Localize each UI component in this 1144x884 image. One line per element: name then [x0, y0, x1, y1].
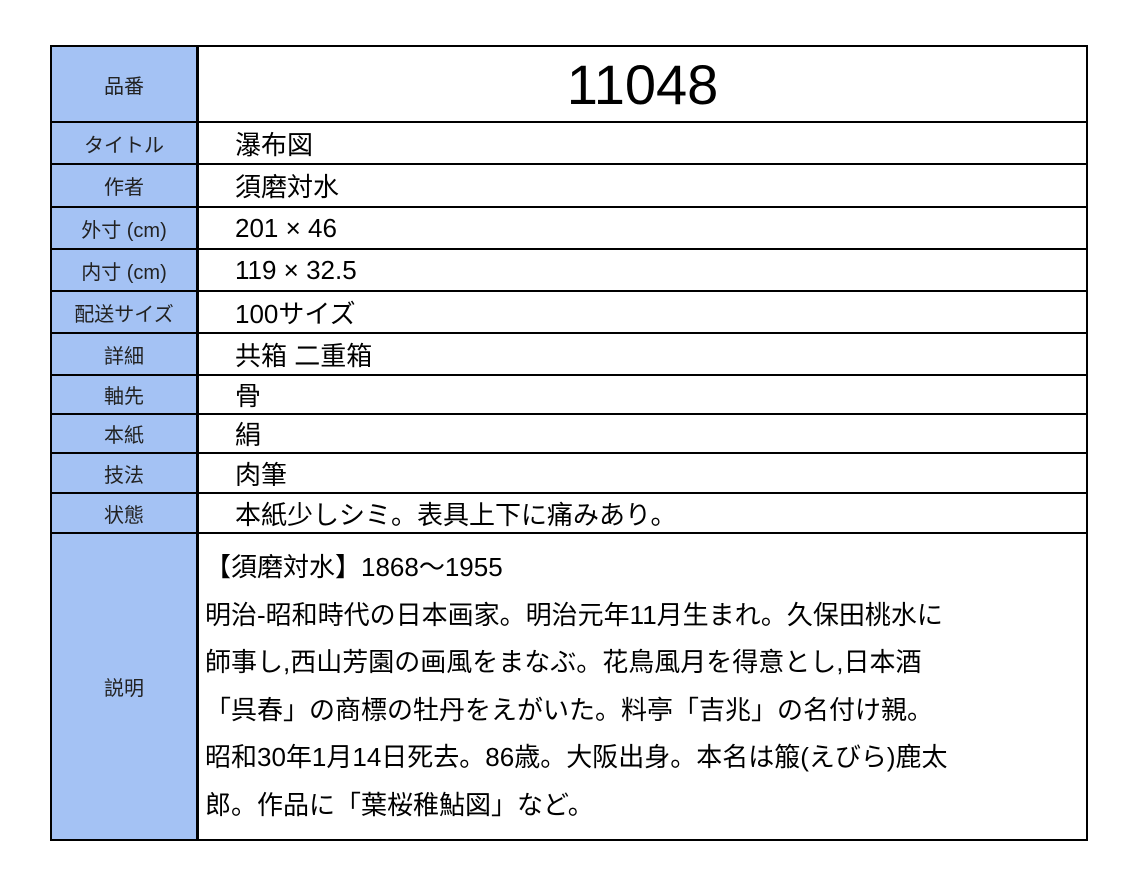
row-author: 作者 須磨対水: [52, 165, 1086, 208]
condition-value: 本紙少しシミ。表具上下に痛みあり。: [235, 499, 677, 530]
description-line: 師事し,西山芳園の画風をまなぶ。花鳥風月を得意とし,日本酒: [205, 647, 922, 678]
description-line: 昭和30年1月14日死去。86歳。大阪出身。本名は箙(えびら)鹿太: [205, 742, 948, 773]
product-info-table: 品番 11048 タイトル 瀑布図 作者 須磨対水 外寸 (cm) 201 × …: [50, 45, 1088, 841]
row-label: 配送サイズ: [52, 292, 199, 332]
row-condition: 状態 本紙少しシミ。表具上下に痛みあり。: [52, 494, 1086, 534]
description-line: 【須磨対水】1868〜1955: [205, 552, 503, 582]
author-value: 須磨対水: [235, 172, 340, 202]
row-description: 説明 【須磨対水】1868〜1955 明治-昭和時代の日本画家。明治元年11月生…: [52, 534, 1086, 839]
row-label: 詳細: [52, 334, 199, 374]
shipping-size-value: 100サイズ: [235, 298, 356, 329]
description-line: 郎。作品に「葉桜稚鮎図」など。: [205, 789, 594, 820]
row-label: 状態: [52, 494, 199, 532]
row-outer-size: 外寸 (cm) 201 × 46: [52, 208, 1086, 250]
row-label: タイトル: [52, 123, 199, 163]
row-label: 作者: [52, 165, 199, 206]
row-inner-size: 内寸 (cm) 119 × 32.5: [52, 250, 1086, 292]
inner-size-value: 119 × 32.5: [235, 254, 357, 285]
title-value: 瀑布図: [235, 129, 314, 160]
item-number-value: 11048: [566, 52, 719, 116]
roller-end-value: 骨: [235, 381, 262, 411]
row-roller-end: 軸先 骨: [52, 376, 1086, 415]
technique-value: 肉筆: [235, 459, 288, 490]
row-label: 軸先: [52, 376, 199, 413]
description-value: 【須磨対水】1868〜1955 明治-昭和時代の日本画家。明治元年11月生まれ。…: [199, 534, 1086, 839]
row-label: 品番: [52, 47, 199, 121]
row-item-number: 品番 11048: [52, 47, 1086, 123]
row-paper: 本紙 絹: [52, 415, 1086, 454]
row-label: 外寸 (cm): [52, 208, 199, 248]
description-line: 「呉春」の商標の牡丹をえがいた。料亭「吉兆」の名付け親。: [205, 694, 934, 725]
row-label: 本紙: [52, 415, 199, 452]
row-technique: 技法 肉筆: [52, 454, 1086, 494]
row-label: 技法: [52, 454, 199, 492]
details-value: 共箱 二重箱: [235, 340, 373, 371]
paper-value: 絹: [235, 420, 262, 450]
row-title: タイトル 瀑布図: [52, 123, 1086, 165]
row-details: 詳細 共箱 二重箱: [52, 334, 1086, 376]
row-label: 内寸 (cm): [52, 250, 199, 290]
outer-size-value: 201 × 46: [235, 212, 337, 243]
row-label: 説明: [52, 534, 199, 839]
description-line: 明治-昭和時代の日本画家。明治元年11月生まれ。久保田桃水に: [205, 599, 943, 630]
row-shipping-size: 配送サイズ 100サイズ: [52, 292, 1086, 334]
